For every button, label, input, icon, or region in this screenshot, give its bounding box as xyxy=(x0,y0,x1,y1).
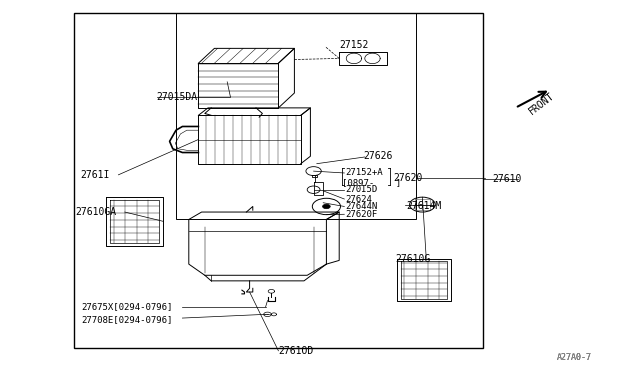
Text: 27620: 27620 xyxy=(394,173,423,183)
Text: 270I5D: 270I5D xyxy=(346,185,378,194)
Text: 27708E[0294-0796]: 27708E[0294-0796] xyxy=(81,315,173,324)
Circle shape xyxy=(323,204,330,209)
Text: 27610: 27610 xyxy=(493,174,522,183)
Text: 27624: 27624 xyxy=(346,195,372,203)
Text: 2761I: 2761I xyxy=(80,170,109,180)
Text: 27620F: 27620F xyxy=(346,210,378,219)
Text: 27675X[0294-0796]: 27675X[0294-0796] xyxy=(81,302,173,311)
Text: 27152: 27152 xyxy=(339,40,369,49)
Text: 2761OD: 2761OD xyxy=(278,346,314,356)
Text: 27610G: 27610G xyxy=(396,254,431,263)
Bar xyxy=(74,13,483,348)
Text: 27644N: 27644N xyxy=(346,202,378,211)
Text: 27015DA: 27015DA xyxy=(157,92,198,102)
Text: FRONT: FRONT xyxy=(527,90,556,116)
Text: A27A0-7: A27A0-7 xyxy=(557,353,592,362)
Text: 27152+A: 27152+A xyxy=(346,169,383,177)
Text: [0897-    ]: [0897- ] xyxy=(342,178,401,187)
Text: A27A0-7: A27A0-7 xyxy=(557,353,592,362)
Text: 27610GA: 27610GA xyxy=(75,207,116,217)
Text: 27614M: 27614M xyxy=(406,202,442,211)
Bar xyxy=(176,13,416,219)
Text: 27626: 27626 xyxy=(364,151,393,161)
